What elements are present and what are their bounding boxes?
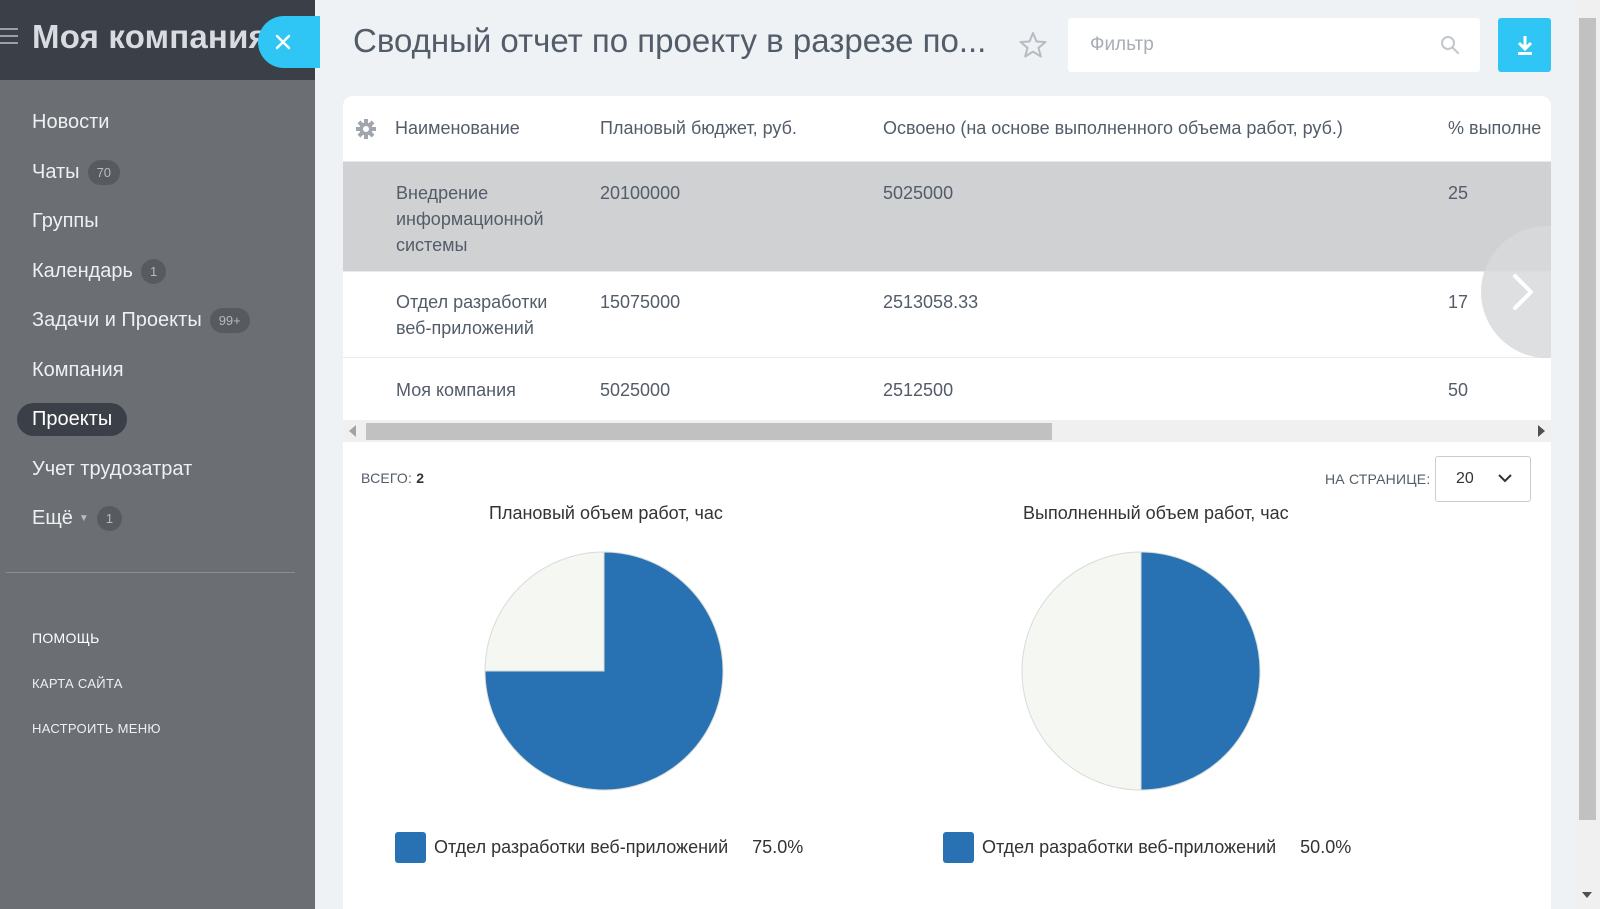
- total-value: 2: [416, 470, 425, 486]
- pie-chart-planned: [484, 551, 724, 791]
- menu-icon[interactable]: [0, 28, 18, 48]
- page-title: Сводный отчет по проекту в разрезе по...: [353, 22, 987, 59]
- column-header-budget[interactable]: Плановый бюджет, руб.: [600, 118, 797, 138]
- sidebar-item-label: Группы: [32, 210, 99, 233]
- total-label: ВСЕГО:: [361, 470, 413, 486]
- chevron-right-icon: [1513, 274, 1533, 310]
- legend-item: Отдел разработки веб-приложений 50.0%: [943, 832, 1351, 863]
- pie-slice[interactable]: [484, 551, 724, 791]
- sidebar-item-company[interactable]: Компания: [0, 346, 315, 396]
- legend-swatch: [943, 832, 974, 863]
- chart-title-planned: Плановый объем работ, час: [489, 503, 723, 523]
- legend-item: Отдел разработки веб-приложений 75.0%: [395, 832, 803, 863]
- scrollbar-thumb[interactable]: [366, 423, 1052, 440]
- legend-label: Отдел разработки веб-приложений: [434, 837, 729, 857]
- sidebar-item-calendar[interactable]: Календарь 1: [0, 247, 315, 297]
- sidebar-footer: ПОМОЩЬ КАРТА САЙТА НАСТРОИТЬ МЕНЮ: [32, 630, 161, 766]
- scrollbar-thumb[interactable]: [1579, 18, 1596, 820]
- report-card: Наименование Плановый бюджет, руб. Освое…: [343, 96, 1551, 909]
- counter-badge: 99+: [209, 308, 250, 334]
- vertical-scrollbar[interactable]: [1575, 0, 1600, 909]
- cell-name: Внедрение информационной системы: [396, 183, 544, 255]
- per-page-label: НА СТРАНИЦЕ:: [1325, 471, 1431, 487]
- sidebar: Моя компания Новости Чаты 70 Группы Кален…: [0, 0, 320, 909]
- download-button[interactable]: [1498, 18, 1551, 72]
- help-link[interactable]: ПОМОЩЬ: [32, 630, 100, 646]
- sidebar-item-label: Ещё: [32, 507, 73, 530]
- sidebar-item-label: Задачи и Проекты: [32, 309, 202, 332]
- column-header-percent[interactable]: % выполне: [1448, 118, 1542, 138]
- counter-badge: 70: [87, 159, 121, 185]
- legend-value: 75.0%: [752, 837, 804, 857]
- horizontal-scrollbar[interactable]: [343, 420, 1551, 442]
- cell-percent: 25: [1448, 183, 1469, 203]
- sidebar-item-timesheet[interactable]: Учет трудозатрат: [0, 445, 315, 495]
- sidebar-item-news[interactable]: Новости: [0, 98, 315, 148]
- scroll-right-arrow-icon[interactable]: [1538, 425, 1545, 437]
- download-icon: [1517, 36, 1532, 55]
- sidebar-item-label: Учет трудозатрат: [32, 457, 193, 480]
- company-title[interactable]: Моя компания: [32, 18, 269, 55]
- pie-chart-completed: [1021, 551, 1261, 791]
- pie-slice[interactable]: [1021, 551, 1142, 791]
- cell-budget: 5025000: [600, 380, 671, 400]
- cell-spent: 5025000: [883, 183, 954, 203]
- filter-box: [1068, 18, 1480, 72]
- counter-badge: 1: [140, 258, 167, 284]
- sidebar-nav: Новости Чаты 70 Группы Календарь 1 Задачи …: [0, 98, 315, 544]
- sidebar-divider: [6, 572, 295, 573]
- cell-budget: 20100000: [600, 183, 681, 203]
- cell-spent: 2512500: [883, 380, 954, 400]
- legend-swatch: [395, 832, 426, 863]
- cell-spent: 2513058.33: [883, 292, 979, 312]
- pie-slice[interactable]: [1140, 551, 1261, 791]
- sidebar-item-groups[interactable]: Группы: [0, 197, 315, 247]
- cell-name: Отдел разработки веб-приложений: [396, 292, 548, 338]
- sidebar-item-label: Компания: [32, 358, 124, 381]
- star-icon[interactable]: [1018, 30, 1048, 60]
- sidebar-item-label: Чаты: [32, 160, 80, 183]
- table-row[interactable]: Моя компания 5025000 2512500 50: [343, 358, 1551, 420]
- cell-name: Моя компания: [396, 380, 516, 400]
- cell-budget: 15075000: [600, 292, 681, 312]
- search-icon[interactable]: [1440, 35, 1460, 55]
- cell-percent: 50: [1448, 380, 1469, 400]
- counter-badge: 1: [96, 506, 123, 532]
- chevron-down-icon: ▼: [78, 513, 89, 525]
- configure-menu-link[interactable]: НАСТРОИТЬ МЕНЮ: [32, 721, 161, 736]
- cell-percent: 17: [1448, 292, 1469, 312]
- sidebar-item-label: Проекты: [17, 403, 128, 437]
- table-row[interactable]: Отдел разработки веб-приложений 15075000…: [343, 272, 1551, 358]
- table-header: Наименование Плановый бюджет, руб. Освое…: [343, 96, 1551, 162]
- sidebar-item-projects[interactable]: Проекты: [0, 395, 315, 445]
- sidebar-item-more[interactable]: Ещё ▼ 1: [0, 494, 315, 544]
- column-header-spent[interactable]: Освоено (на основе выполненного объема р…: [883, 118, 1343, 138]
- legend-value: 50.0%: [1300, 837, 1352, 857]
- sidebar-item-chats[interactable]: Чаты 70: [0, 148, 315, 198]
- column-header-name[interactable]: Наименование: [395, 118, 520, 138]
- scroll-left-arrow-icon[interactable]: [349, 425, 356, 437]
- sidebar-item-label: Новости: [32, 111, 110, 134]
- table-row[interactable]: Внедрение информационной системы 2010000…: [343, 162, 1551, 272]
- sitemap-link[interactable]: КАРТА САЙТА: [32, 676, 123, 691]
- filter-input[interactable]: [1090, 34, 1440, 56]
- pie-slice[interactable]: [484, 551, 605, 672]
- chevron-down-icon: [1498, 474, 1512, 483]
- chart-title-completed: Выполненный объем работ, час: [1023, 503, 1289, 523]
- sidebar-item-label: Календарь: [32, 259, 133, 282]
- per-page-select[interactable]: 20: [1435, 456, 1531, 502]
- legend-label: Отдел разработки веб-приложений: [982, 837, 1277, 857]
- close-icon: [275, 34, 291, 50]
- per-page-value: 20: [1456, 470, 1474, 487]
- scroll-down-arrow-icon[interactable]: [1582, 892, 1592, 898]
- total-count: ВСЕГО: 2: [361, 470, 424, 486]
- gear-icon[interactable]: [355, 118, 377, 140]
- close-sidebar-button[interactable]: [258, 16, 320, 68]
- sidebar-item-tasks[interactable]: Задачи и Проекты 99+: [0, 296, 315, 346]
